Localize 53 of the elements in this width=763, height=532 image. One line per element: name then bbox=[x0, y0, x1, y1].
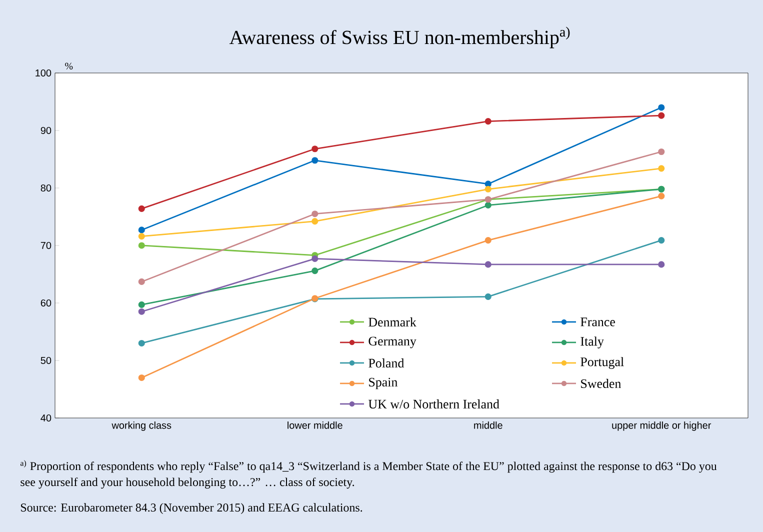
legend-label: Germany bbox=[368, 336, 416, 348]
legend-label: Spain bbox=[369, 378, 398, 390]
y-axis-title: % bbox=[65, 62, 73, 70]
legend-label: France bbox=[580, 318, 615, 326]
point bbox=[312, 255, 318, 262]
source-note: Source: Eurobarometer 84.3 (November 2015) and EEAG calculations. bbox=[21, 503, 362, 514]
point bbox=[138, 232, 145, 240]
point bbox=[312, 210, 318, 218]
point bbox=[658, 112, 665, 119]
x-tick-label: upper middle or higher bbox=[612, 422, 712, 431]
legend-label: Sweden bbox=[581, 378, 622, 388]
point bbox=[138, 242, 145, 249]
point bbox=[484, 293, 492, 300]
y-tick-label: 80 bbox=[40, 184, 52, 192]
point bbox=[138, 278, 145, 285]
point bbox=[658, 237, 665, 244]
legend-label: Poland bbox=[368, 358, 404, 368]
point bbox=[138, 374, 145, 382]
point bbox=[312, 157, 318, 164]
point bbox=[658, 148, 665, 156]
y-tick-label: 40 bbox=[40, 414, 52, 422]
point bbox=[138, 226, 145, 234]
legend-label: Denmark bbox=[368, 317, 416, 327]
text: $^{a)}$ Proportion of respondents who reply “False” to qa14_3 “Switzerland is a Member State of the EU” plotted against the response to d63 “Do you see yourself and your household belonging to…?” … class of society. bbox=[20, 460, 717, 489]
point bbox=[658, 165, 665, 172]
x-tick-label: middle bbox=[474, 422, 502, 429]
y-tick-label: 60 bbox=[40, 299, 52, 307]
y-tick-label: 100 bbox=[36, 69, 52, 77]
legend-label: Italy bbox=[580, 336, 604, 348]
point bbox=[658, 192, 665, 200]
x-tick-label: lower middle bbox=[288, 422, 342, 429]
point bbox=[138, 301, 145, 308]
point bbox=[658, 261, 665, 268]
point bbox=[484, 261, 492, 268]
x-tick-label: working class bbox=[112, 422, 172, 431]
point bbox=[484, 180, 492, 188]
point bbox=[484, 237, 492, 244]
point bbox=[484, 202, 492, 209]
legend-label: Portugal bbox=[580, 357, 624, 369]
point bbox=[484, 186, 492, 192]
point bbox=[138, 340, 145, 347]
point bbox=[312, 218, 318, 225]
point bbox=[138, 205, 145, 212]
point bbox=[138, 308, 145, 315]
point bbox=[312, 267, 318, 274]
point bbox=[658, 104, 665, 111]
chart-title: Awareness of Swiss EU non-membership$^{a)}$ bbox=[229, 26, 570, 48]
y-tick-label: 50 bbox=[40, 356, 52, 364]
point bbox=[484, 118, 492, 125]
y-tick-label: 90 bbox=[40, 126, 52, 134]
legend-label: UK w/o Northern Ireland bbox=[368, 399, 500, 409]
y-tick-label: 70 bbox=[40, 242, 52, 250]
point bbox=[312, 146, 318, 152]
